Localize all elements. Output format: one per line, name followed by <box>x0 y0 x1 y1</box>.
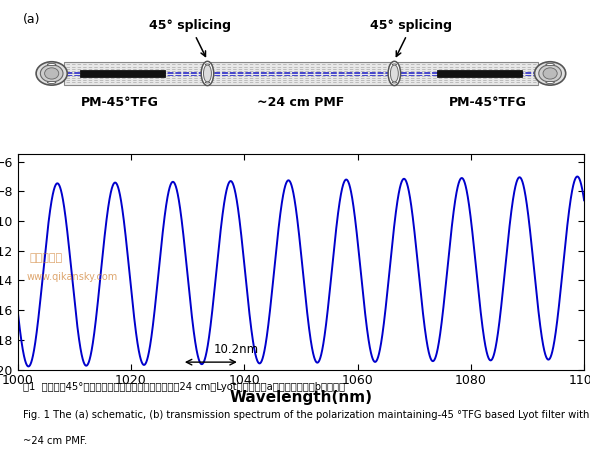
Ellipse shape <box>546 63 555 66</box>
Text: PM-45°TFG: PM-45°TFG <box>449 96 527 109</box>
Text: www.qikansky.com: www.qikansky.com <box>26 272 117 282</box>
Ellipse shape <box>47 63 56 66</box>
Text: ~24 cm PMF: ~24 cm PMF <box>257 96 345 109</box>
Ellipse shape <box>205 64 209 65</box>
Ellipse shape <box>392 82 396 83</box>
Ellipse shape <box>201 61 214 85</box>
Text: 45° splicing: 45° splicing <box>371 19 453 57</box>
X-axis label: Wavelength(nm): Wavelength(nm) <box>230 390 372 405</box>
Text: 图1  基于保偏45°倒斜光纤光栏以及保偏光纤长度约为24 cm的Lyot滤波器的（a）原理图，和（b）传输谱: 图1 基于保偏45°倒斜光纤光栏以及保偏光纤长度约为24 cm的Lyot滤波器的… <box>24 382 345 392</box>
Ellipse shape <box>40 65 63 82</box>
Text: 10.2nm: 10.2nm <box>214 343 259 356</box>
Text: (a): (a) <box>24 13 41 26</box>
Ellipse shape <box>388 61 401 85</box>
Ellipse shape <box>391 65 398 82</box>
Text: 期刊天空网: 期刊天空网 <box>29 253 62 262</box>
Ellipse shape <box>205 82 209 83</box>
Ellipse shape <box>546 82 555 84</box>
Text: ~24 cm PMF.: ~24 cm PMF. <box>24 436 87 447</box>
Bar <box>64 62 537 85</box>
Text: PM-45°TFG: PM-45°TFG <box>81 96 159 109</box>
Ellipse shape <box>45 68 59 79</box>
Ellipse shape <box>36 62 67 85</box>
Ellipse shape <box>47 82 56 84</box>
Text: 45° splicing: 45° splicing <box>149 19 231 57</box>
Ellipse shape <box>539 65 562 82</box>
Ellipse shape <box>543 68 557 79</box>
Text: Fig. 1 The (a) schematic, (b) transmission spectrum of the polarization maintain: Fig. 1 The (a) schematic, (b) transmissi… <box>24 410 590 420</box>
Bar <box>437 70 522 77</box>
Ellipse shape <box>535 62 566 85</box>
Ellipse shape <box>204 65 211 82</box>
Bar <box>80 70 165 77</box>
Ellipse shape <box>392 64 396 65</box>
